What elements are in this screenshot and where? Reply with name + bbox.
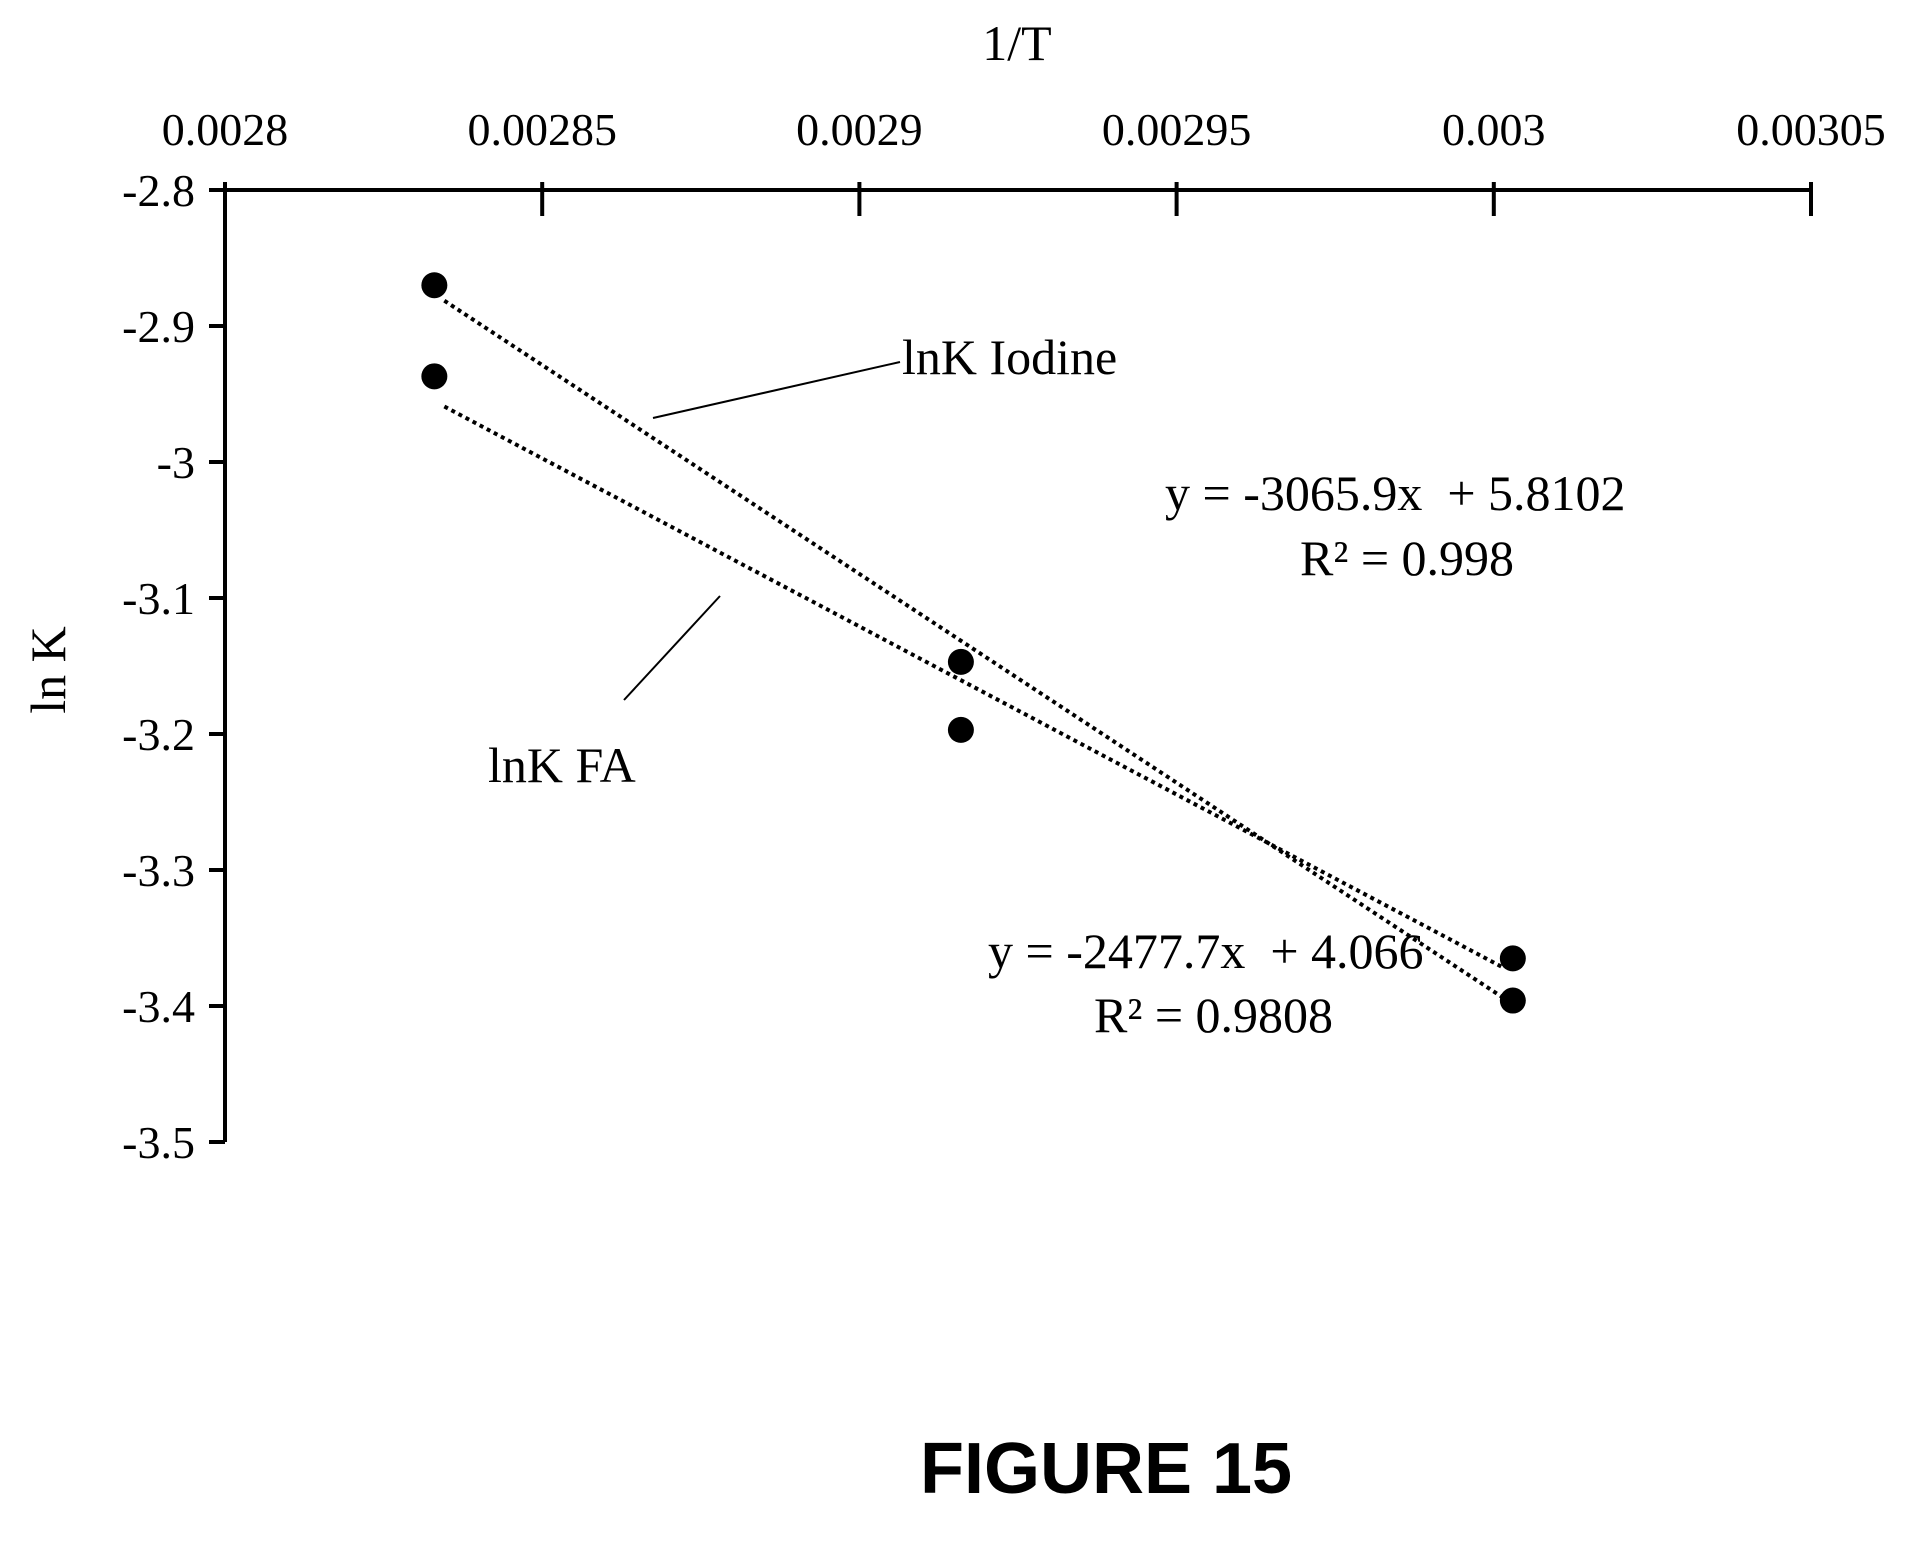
- y-tick-label: -3.2: [122, 709, 195, 760]
- x-tick-label: 0.00295: [1102, 104, 1252, 155]
- data-points: [421, 272, 1526, 1014]
- axes: 0.0028 0.00285 0.0029 0.00295 0.003 0.00305 -2…: [122, 104, 1886, 1168]
- r2-iodine: R² = 0.998: [1300, 530, 1514, 586]
- equation-iodine: y = -3065.9x + 5.8102: [1165, 465, 1626, 521]
- data-point-iodine: [1499, 945, 1526, 972]
- data-point-fa: [421, 363, 448, 390]
- equation-fa: y = -2477.7x + 4.066: [988, 923, 1424, 979]
- trendline-iodine: [443, 299, 1504, 1000]
- y-tick-label: -3: [157, 437, 195, 488]
- x-tick-label: 0.003: [1442, 104, 1546, 155]
- data-point-fa: [947, 716, 974, 743]
- figure-caption: FIGURE 15: [920, 1429, 1292, 1509]
- x-tick-label: 0.0029: [796, 104, 923, 155]
- iodine-callout-line: [652, 361, 901, 419]
- y-tick-label: -3.3: [122, 845, 195, 896]
- fa-callout-line: [623, 595, 721, 701]
- x-tick-label: 0.0028: [162, 104, 289, 155]
- x-axis-title: 1/T: [982, 15, 1051, 71]
- y-tick-label: -3.4: [122, 981, 195, 1032]
- y-tick-label: -3.1: [122, 573, 195, 624]
- r2-fa: R² = 0.9808: [1094, 987, 1333, 1043]
- data-point-iodine: [947, 648, 974, 675]
- y-axis-title: ln K: [20, 626, 76, 714]
- data-point-fa: [1499, 987, 1526, 1014]
- trendlines: [443, 299, 1504, 1000]
- data-point-iodine: [421, 272, 448, 299]
- x-tick-label: 0.00305: [1736, 104, 1886, 155]
- x-tick-label: 0.00285: [467, 104, 617, 155]
- y-tick-label: -2.8: [122, 165, 195, 216]
- y-tick-label: -2.9: [122, 301, 195, 352]
- series-label-fa: lnK FA: [488, 737, 636, 793]
- series-label-iodine: lnK Iodine: [902, 329, 1117, 385]
- y-tick-label: -3.5: [122, 1117, 195, 1168]
